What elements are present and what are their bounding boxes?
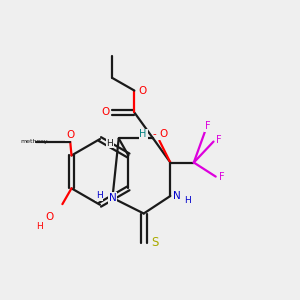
Text: O: O	[138, 85, 146, 96]
Text: H: H	[96, 191, 103, 200]
Text: O: O	[46, 212, 54, 222]
Text: O: O	[101, 107, 110, 118]
Text: F: F	[205, 121, 211, 131]
Text: methoxy: methoxy	[20, 139, 48, 144]
Text: N: N	[173, 191, 181, 201]
Text: F: F	[216, 135, 222, 145]
Text: O: O	[159, 129, 167, 139]
Text: -: -	[152, 129, 156, 139]
Text: H: H	[106, 139, 113, 148]
Text: F: F	[219, 172, 225, 182]
Text: H: H	[184, 196, 191, 205]
Text: H: H	[140, 129, 147, 140]
Text: O: O	[66, 130, 74, 140]
Text: N: N	[109, 193, 116, 203]
Text: S: S	[151, 236, 158, 249]
Text: H: H	[37, 221, 43, 230]
